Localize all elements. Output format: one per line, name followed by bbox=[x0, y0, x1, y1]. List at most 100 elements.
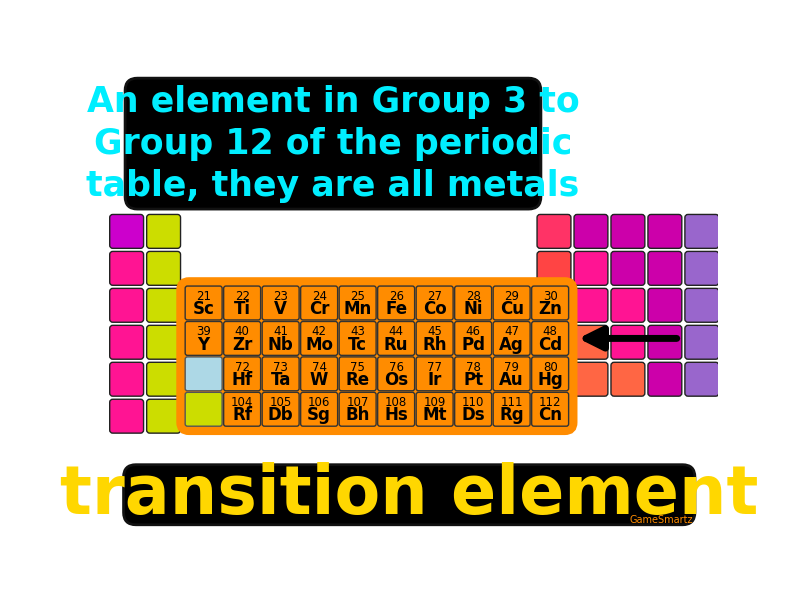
Text: Ta: Ta bbox=[270, 371, 291, 389]
Text: 44: 44 bbox=[389, 325, 404, 338]
Text: Mt: Mt bbox=[422, 406, 447, 424]
Text: Mn: Mn bbox=[343, 300, 372, 318]
Text: 27: 27 bbox=[427, 290, 442, 303]
Text: 46: 46 bbox=[466, 325, 481, 338]
Text: Sg: Sg bbox=[307, 406, 331, 424]
FancyBboxPatch shape bbox=[574, 362, 608, 396]
Text: 22: 22 bbox=[234, 290, 250, 303]
Text: 25: 25 bbox=[350, 290, 365, 303]
FancyBboxPatch shape bbox=[301, 357, 338, 391]
Text: 23: 23 bbox=[274, 290, 288, 303]
FancyBboxPatch shape bbox=[146, 399, 181, 433]
FancyBboxPatch shape bbox=[574, 214, 608, 248]
FancyBboxPatch shape bbox=[110, 362, 143, 396]
Text: 21: 21 bbox=[196, 290, 211, 303]
FancyBboxPatch shape bbox=[262, 286, 299, 320]
Text: 24: 24 bbox=[312, 290, 326, 303]
FancyBboxPatch shape bbox=[493, 322, 530, 355]
FancyBboxPatch shape bbox=[146, 289, 181, 322]
FancyBboxPatch shape bbox=[537, 325, 571, 359]
Text: 80: 80 bbox=[542, 361, 558, 374]
FancyBboxPatch shape bbox=[146, 214, 181, 248]
Text: Rh: Rh bbox=[422, 335, 447, 353]
FancyBboxPatch shape bbox=[146, 362, 181, 396]
Text: Cr: Cr bbox=[309, 300, 330, 318]
Text: Ir: Ir bbox=[427, 371, 442, 389]
FancyBboxPatch shape bbox=[339, 392, 376, 426]
Text: Hg: Hg bbox=[538, 371, 563, 389]
Text: Db: Db bbox=[268, 406, 294, 424]
Text: Co: Co bbox=[422, 300, 446, 318]
Text: 105: 105 bbox=[270, 396, 292, 409]
FancyBboxPatch shape bbox=[537, 362, 571, 396]
FancyBboxPatch shape bbox=[416, 392, 453, 426]
Text: 39: 39 bbox=[196, 325, 211, 338]
Text: Pt: Pt bbox=[463, 371, 483, 389]
FancyBboxPatch shape bbox=[611, 325, 645, 359]
Text: 45: 45 bbox=[427, 325, 442, 338]
FancyBboxPatch shape bbox=[685, 325, 718, 359]
Text: Re: Re bbox=[346, 371, 370, 389]
FancyBboxPatch shape bbox=[454, 286, 492, 320]
Text: Ds: Ds bbox=[462, 406, 485, 424]
FancyBboxPatch shape bbox=[224, 286, 261, 320]
FancyBboxPatch shape bbox=[648, 214, 682, 248]
FancyBboxPatch shape bbox=[125, 78, 541, 209]
Text: 104: 104 bbox=[231, 396, 254, 409]
FancyBboxPatch shape bbox=[493, 357, 530, 391]
Text: Hs: Hs bbox=[384, 406, 408, 424]
FancyBboxPatch shape bbox=[493, 392, 530, 426]
Text: 74: 74 bbox=[312, 361, 326, 374]
FancyBboxPatch shape bbox=[378, 357, 414, 391]
Text: 111: 111 bbox=[500, 396, 523, 409]
FancyBboxPatch shape bbox=[262, 357, 299, 391]
Text: 42: 42 bbox=[312, 325, 326, 338]
Text: 110: 110 bbox=[462, 396, 484, 409]
FancyBboxPatch shape bbox=[110, 251, 143, 285]
Text: 106: 106 bbox=[308, 396, 330, 409]
Text: Mo: Mo bbox=[305, 335, 333, 353]
Text: 26: 26 bbox=[389, 290, 404, 303]
Text: 75: 75 bbox=[350, 361, 365, 374]
FancyBboxPatch shape bbox=[110, 214, 143, 248]
FancyBboxPatch shape bbox=[180, 281, 574, 431]
FancyBboxPatch shape bbox=[611, 362, 645, 396]
Text: 77: 77 bbox=[427, 361, 442, 374]
Text: Y: Y bbox=[198, 335, 210, 353]
FancyBboxPatch shape bbox=[378, 392, 414, 426]
FancyBboxPatch shape bbox=[146, 325, 181, 359]
Text: 28: 28 bbox=[466, 290, 481, 303]
FancyBboxPatch shape bbox=[301, 322, 338, 355]
FancyBboxPatch shape bbox=[685, 289, 718, 322]
FancyBboxPatch shape bbox=[648, 251, 682, 285]
Text: 108: 108 bbox=[385, 396, 407, 409]
Text: Ni: Ni bbox=[463, 300, 483, 318]
Text: 29: 29 bbox=[504, 290, 519, 303]
Text: Cn: Cn bbox=[538, 406, 562, 424]
Text: Rg: Rg bbox=[499, 406, 524, 424]
Text: 107: 107 bbox=[346, 396, 369, 409]
Text: Bh: Bh bbox=[346, 406, 370, 424]
Text: Pd: Pd bbox=[461, 335, 485, 353]
FancyBboxPatch shape bbox=[378, 322, 414, 355]
Text: 112: 112 bbox=[539, 396, 562, 409]
FancyBboxPatch shape bbox=[532, 322, 569, 355]
Text: Ag: Ag bbox=[499, 335, 524, 353]
FancyBboxPatch shape bbox=[574, 325, 608, 359]
FancyBboxPatch shape bbox=[454, 392, 492, 426]
Text: 43: 43 bbox=[350, 325, 365, 338]
Text: 41: 41 bbox=[273, 325, 288, 338]
FancyBboxPatch shape bbox=[146, 251, 181, 285]
FancyBboxPatch shape bbox=[493, 286, 530, 320]
FancyBboxPatch shape bbox=[185, 392, 222, 426]
FancyBboxPatch shape bbox=[224, 392, 261, 426]
FancyBboxPatch shape bbox=[685, 214, 718, 248]
Text: 109: 109 bbox=[423, 396, 446, 409]
Text: Sc: Sc bbox=[193, 300, 214, 318]
FancyBboxPatch shape bbox=[685, 362, 718, 396]
FancyBboxPatch shape bbox=[611, 289, 645, 322]
Text: Rf: Rf bbox=[232, 406, 252, 424]
FancyBboxPatch shape bbox=[339, 357, 376, 391]
FancyBboxPatch shape bbox=[574, 289, 608, 322]
FancyBboxPatch shape bbox=[185, 322, 222, 355]
